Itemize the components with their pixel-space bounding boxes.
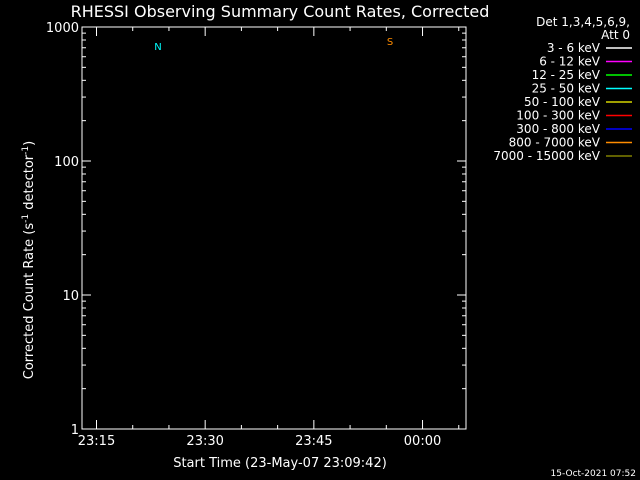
annotation-label-1: S [387,37,393,48]
legend-label-3: 25 - 50 keV [532,82,601,96]
y-tick-label-3: 1000 [46,21,79,36]
x-tick-label-2: 23:45 [295,434,332,449]
x-tick-label-1: 23:30 [186,434,223,449]
legend-header-line1: Det 1,3,4,5,6,9, [536,15,630,29]
x-tick-label-0: 23:15 [78,434,115,449]
annotation-label-0: N [154,42,161,53]
legend-label-7: 800 - 7000 keV [509,136,601,150]
legend-header-line2: Att 0 [601,28,630,42]
x-tick-label-3: 00:00 [404,434,441,449]
axes-frame [81,26,467,430]
footer-timestamp: 15-Oct-2021 07:52 [551,469,636,479]
y-tick-label-0: 1 [71,423,79,438]
y-tick-label-2: 100 [54,155,79,170]
axes: 1 10 100 1000 23:15 23:30 23:45 00:00 [46,21,467,449]
legend-label-8: 7000 - 15000 keV [493,149,600,163]
legend-label-0: 3 - 6 keV [547,41,601,55]
y-tick-label-1: 10 [62,289,79,304]
legend-label-6: 300 - 800 keV [516,122,600,136]
legend-label-2: 12 - 25 keV [532,68,601,82]
legend-label-5: 100 - 300 keV [516,109,600,123]
y-axis-label: Corrected Count Rate (s-1 detector-1) [21,141,37,379]
legend-label-4: 50 - 100 keV [524,95,601,109]
chart-title: RHESSI Observing Summary Count Rates, Co… [71,2,490,21]
x-axis-label: Start Time (23-May-07 23:09:42) [173,456,387,471]
legend-label-1: 6 - 12 keV [539,55,601,69]
